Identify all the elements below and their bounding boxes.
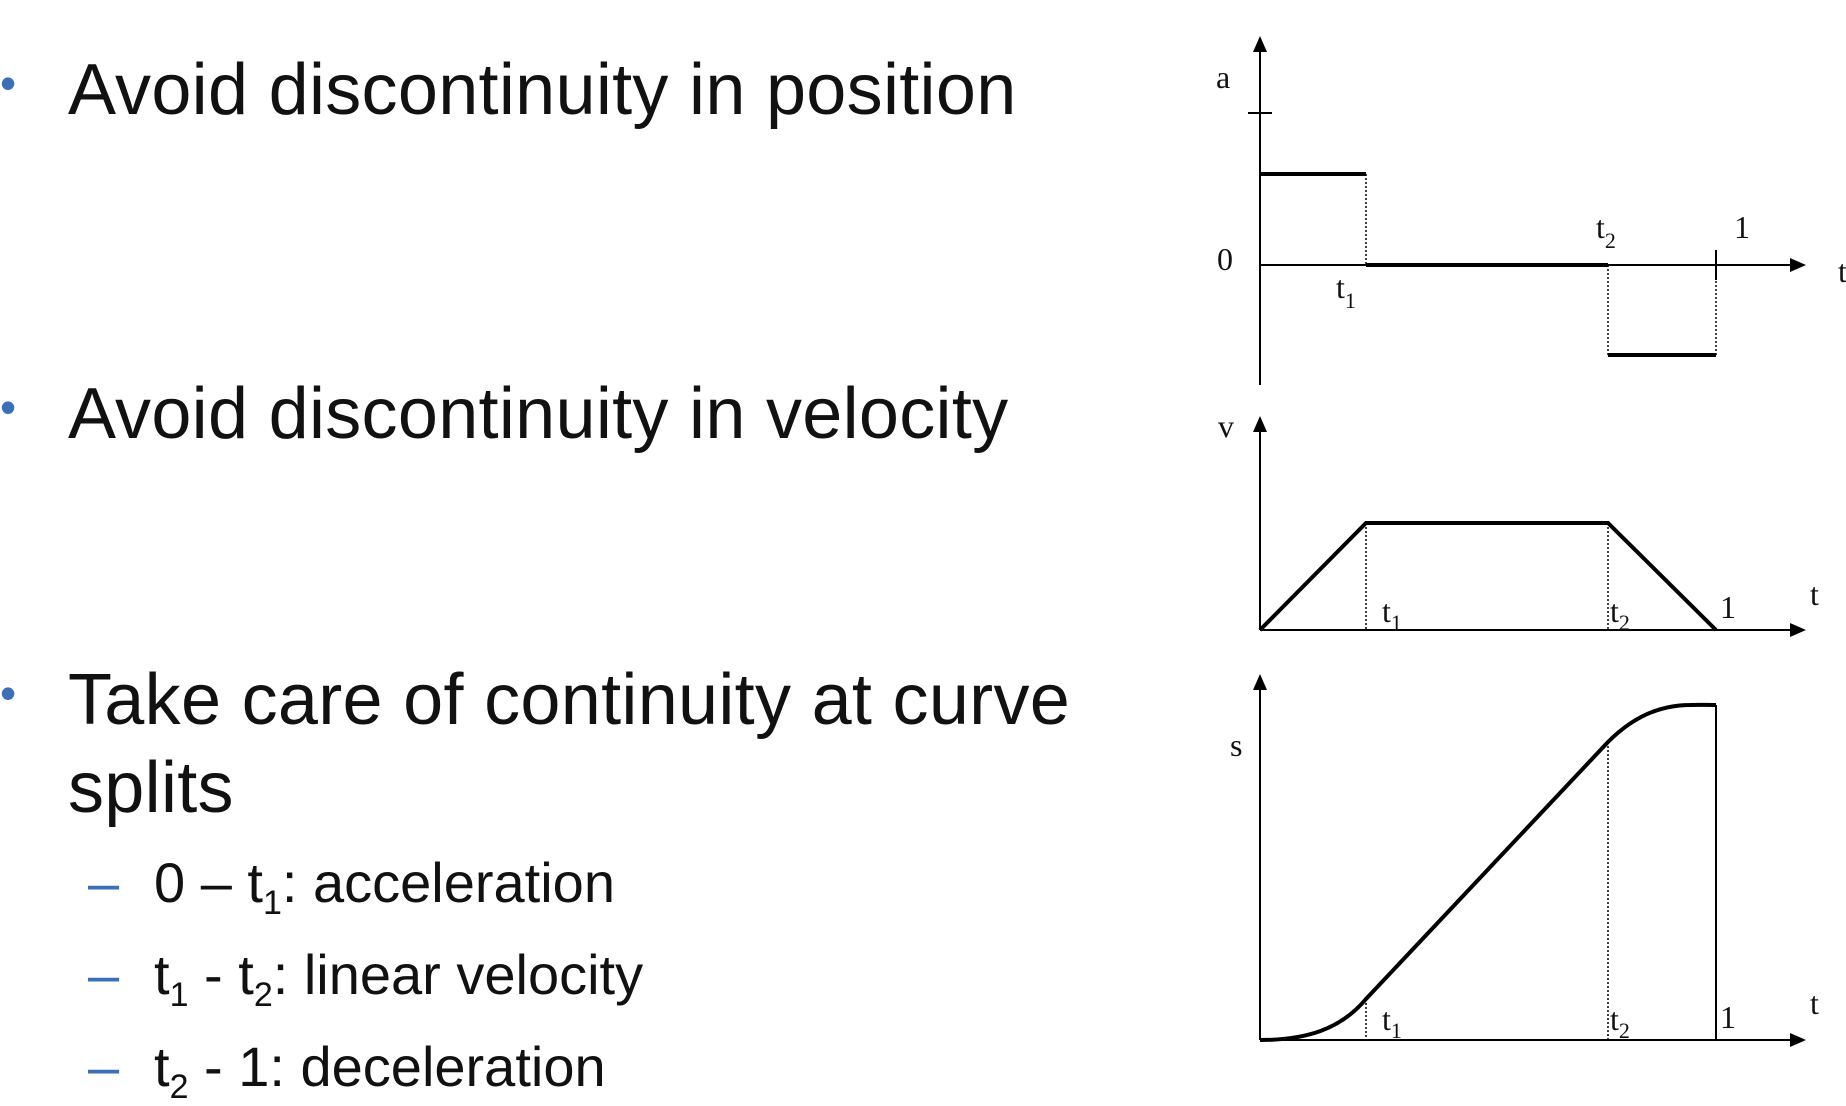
velocity-x-label: t [1810, 576, 1819, 612]
velocity-y-arrow [1253, 416, 1267, 432]
bullet-text-line2: splits [68, 748, 234, 828]
bullet-marker: • [0, 381, 17, 433]
velocity-x-arrow [1790, 623, 1806, 637]
accel-t1-label: t1 [1336, 269, 1356, 313]
sub-bullet-acceleration: – 0 – t1: acceleration [88, 848, 615, 922]
dash-marker: – [88, 851, 120, 914]
bullet-text-line1: Take care of continuity at curve [68, 660, 1071, 740]
velocity-y-label: v [1218, 408, 1234, 444]
velocity-one-label: 1 [1720, 589, 1736, 625]
sub-bullet-text: 0 – t1: acceleration [154, 851, 615, 922]
dash-marker: – [88, 1035, 120, 1098]
position-one-label: 1 [1720, 999, 1736, 1035]
position-x-arrow [1790, 1033, 1806, 1047]
accel-t2-label: t2 [1596, 209, 1616, 253]
bullet-text: Avoid discontinuity in position [68, 50, 1017, 130]
sub-bullet-text: t2 - 1: deceleration [154, 1035, 606, 1106]
accel-x-arrow [1790, 258, 1806, 272]
bullet-text: Take care of continuity at curve splits [68, 656, 1070, 832]
bullet-velocity: • Avoid discontinuity in velocity [0, 370, 1008, 458]
position-x-label: t [1810, 985, 1819, 1021]
position-plot: s t1 t2 1 t [1230, 674, 1819, 1047]
acceleration-plot: a 0 t1 t2 1 t [1216, 36, 1846, 385]
motion-profile-diagram: a 0 t1 t2 1 t v t1 t2 1 t s t1 t2 1 t [1216, 36, 1846, 1047]
bullet-curve-splits: • Take care of continuity at curve split… [0, 656, 1070, 832]
bullet-position: • Avoid discontinuity in position [0, 46, 1017, 134]
velocity-plot: v t1 t2 1 t [1218, 408, 1819, 637]
accel-zero-label: 0 [1217, 241, 1233, 277]
accel-x-label: t [1838, 253, 1846, 289]
position-y-arrow [1253, 674, 1267, 690]
velocity-t1-label: t1 [1382, 593, 1402, 635]
sub-bullet-text: t1 - t2: linear velocity [154, 943, 644, 1014]
bullet-text: Avoid discontinuity in velocity [68, 374, 1009, 454]
velocity-t2-label: t2 [1610, 593, 1630, 635]
position-curve [1259, 702, 1717, 1042]
velocity-curve [1258, 521, 1718, 632]
accel-y-label: a [1216, 59, 1230, 95]
accel-one-label: 1 [1734, 209, 1750, 245]
sub-bullet-deceleration: – t2 - 1: deceleration [88, 1032, 606, 1106]
bullet-marker: • [0, 57, 17, 109]
dash-marker: – [88, 943, 120, 1006]
bullet-marker: • [0, 667, 17, 719]
sub-bullet-linear-velocity: – t1 - t2: linear velocity [88, 940, 644, 1014]
position-t1-label: t1 [1382, 1001, 1402, 1043]
position-t2-label: t2 [1610, 1001, 1630, 1043]
position-y-label: s [1230, 727, 1242, 763]
accel-y-arrow [1253, 36, 1267, 52]
